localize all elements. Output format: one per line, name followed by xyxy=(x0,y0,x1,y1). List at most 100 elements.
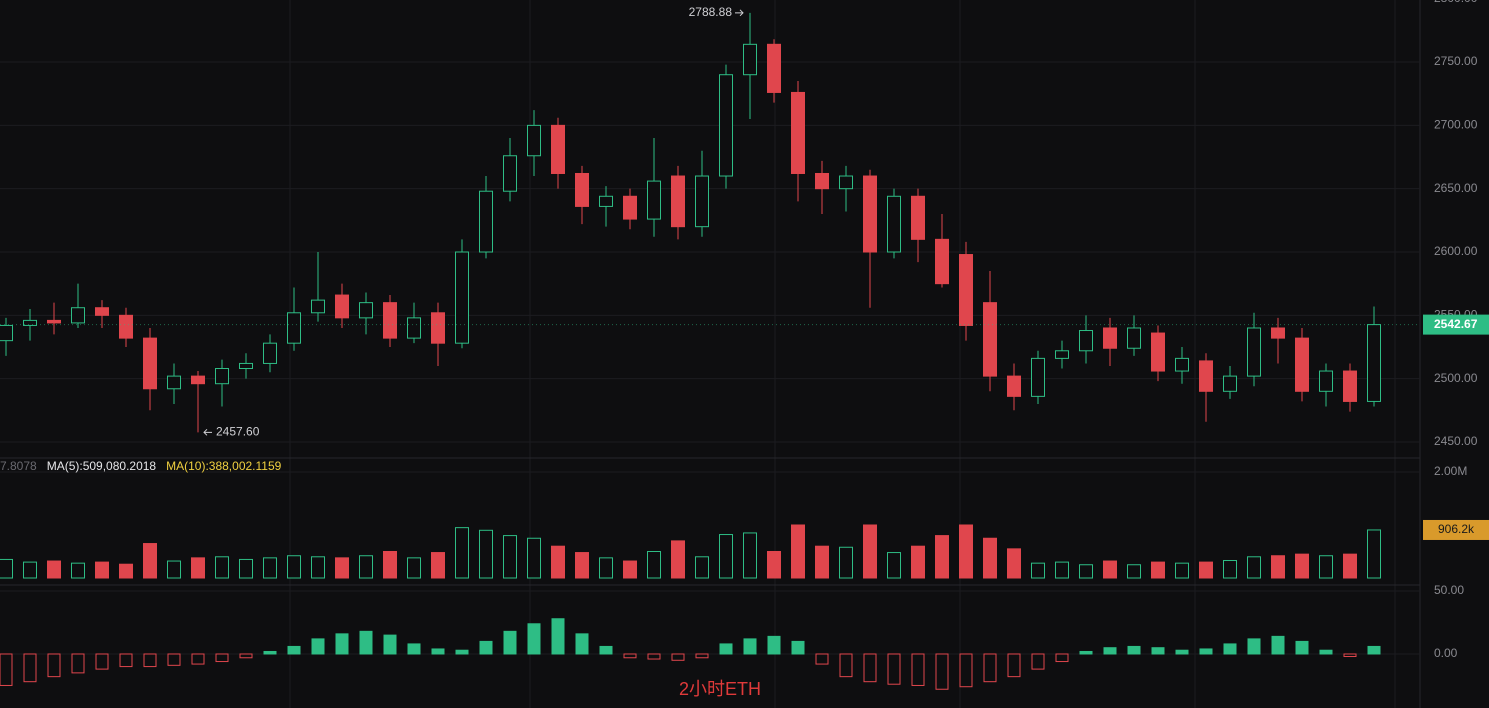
candle-body xyxy=(455,251,469,344)
candle-body xyxy=(143,337,157,390)
candle-body xyxy=(671,175,685,228)
candle-body xyxy=(1151,332,1165,372)
candle-body xyxy=(1223,375,1237,392)
volume-bar xyxy=(1175,562,1189,579)
volume-bar xyxy=(1127,564,1141,579)
candle-body xyxy=(287,312,301,344)
candle-body xyxy=(167,375,181,390)
y-tick-label: 2600.00 xyxy=(1434,244,1478,258)
volume-bar xyxy=(1319,555,1333,579)
volume-bar xyxy=(527,537,541,579)
candle-body xyxy=(959,254,973,326)
volume-bar xyxy=(1031,562,1045,579)
macd-bar xyxy=(695,653,709,659)
candle-body xyxy=(407,317,421,339)
vertical-grid xyxy=(289,0,1396,708)
macd-bar xyxy=(335,633,349,655)
macd-bar xyxy=(839,653,853,678)
volume-bar xyxy=(263,557,277,579)
max-price-label: 2788.88 xyxy=(689,5,733,19)
candle-body xyxy=(95,307,109,316)
volume-bar xyxy=(551,545,565,579)
macd-bar xyxy=(1151,647,1165,655)
min-price-label: 2457.60 xyxy=(216,425,260,439)
y-tick-label: 2700.00 xyxy=(1434,118,1478,132)
candle-body xyxy=(551,124,565,174)
volume-bar xyxy=(839,546,853,579)
macd-bar xyxy=(1175,649,1189,655)
macd-bar xyxy=(959,653,973,688)
volume-tag xyxy=(1423,519,1489,540)
macd-bar xyxy=(1295,640,1309,655)
candle-body xyxy=(791,91,805,174)
macd-bar xyxy=(623,653,637,659)
volume-last-label: 906.2k xyxy=(1438,522,1475,536)
volume-bar xyxy=(647,550,661,579)
macd-bar xyxy=(1367,645,1381,655)
macd-bar xyxy=(1127,645,1141,655)
macd-bar xyxy=(191,653,205,665)
volume-bar xyxy=(575,552,589,579)
volume-bar xyxy=(287,555,301,579)
macd-bar xyxy=(671,653,685,661)
candle-body xyxy=(983,302,997,377)
candle-body xyxy=(911,195,925,240)
macd-bar xyxy=(431,648,445,655)
candle-body xyxy=(479,190,493,253)
candle-body xyxy=(215,368,229,385)
volume-bar xyxy=(1007,548,1021,579)
volume-bar xyxy=(167,560,181,579)
macd-bar xyxy=(479,640,493,655)
volume-bar xyxy=(455,527,469,579)
volume-bar xyxy=(311,556,325,579)
candle-body xyxy=(263,342,277,364)
volume-bar xyxy=(1295,553,1309,579)
volume-bar xyxy=(791,524,805,579)
max-arrow xyxy=(735,9,744,17)
macd-bar xyxy=(95,653,109,670)
macd-bar xyxy=(1007,653,1021,678)
macd-bar xyxy=(215,653,229,663)
volume-bar xyxy=(0,558,13,579)
volume-legend: MA(10):388,002.1159 xyxy=(166,459,282,473)
volume-bar xyxy=(671,540,685,579)
macd-bar xyxy=(983,653,997,683)
candle-body xyxy=(71,307,85,324)
macd-bar xyxy=(1223,643,1237,655)
macd-bar xyxy=(743,638,757,655)
y-tick-label: 2450.00 xyxy=(1434,434,1478,448)
last-price-tag xyxy=(1423,314,1489,335)
candle-body xyxy=(239,362,253,370)
volume-bar xyxy=(1343,553,1357,579)
candle-body xyxy=(599,195,613,207)
volume-bar xyxy=(359,555,373,579)
candle-body xyxy=(1247,327,1261,377)
y-tick-label: 2650.00 xyxy=(1434,181,1478,195)
candle-body xyxy=(1055,350,1069,359)
candle-body xyxy=(887,195,901,253)
volume-bar xyxy=(1103,560,1117,579)
candle-body xyxy=(1295,337,1309,392)
macd-bar xyxy=(815,653,829,665)
y-tick-label: 2750.00 xyxy=(1434,54,1478,68)
volume-bar xyxy=(479,529,493,579)
volume-bar xyxy=(503,535,517,579)
candle-body xyxy=(527,124,541,157)
volume-bar xyxy=(623,560,637,579)
macd-bar xyxy=(1247,638,1261,655)
volume-bar xyxy=(695,556,709,579)
macd-bar xyxy=(143,653,157,668)
candle-body xyxy=(503,155,517,192)
volume-bar xyxy=(1247,556,1261,579)
macd-bar xyxy=(287,645,301,655)
macd-bar xyxy=(47,653,61,678)
volume-bar xyxy=(119,563,133,579)
volume-bar xyxy=(143,543,157,579)
macd-bar xyxy=(887,653,901,685)
macd-bar xyxy=(359,630,373,655)
watermark: 2小时ETH xyxy=(679,679,761,699)
macd-bar xyxy=(767,635,781,655)
macd-bar xyxy=(1055,653,1069,663)
volume-bar xyxy=(1199,561,1213,579)
